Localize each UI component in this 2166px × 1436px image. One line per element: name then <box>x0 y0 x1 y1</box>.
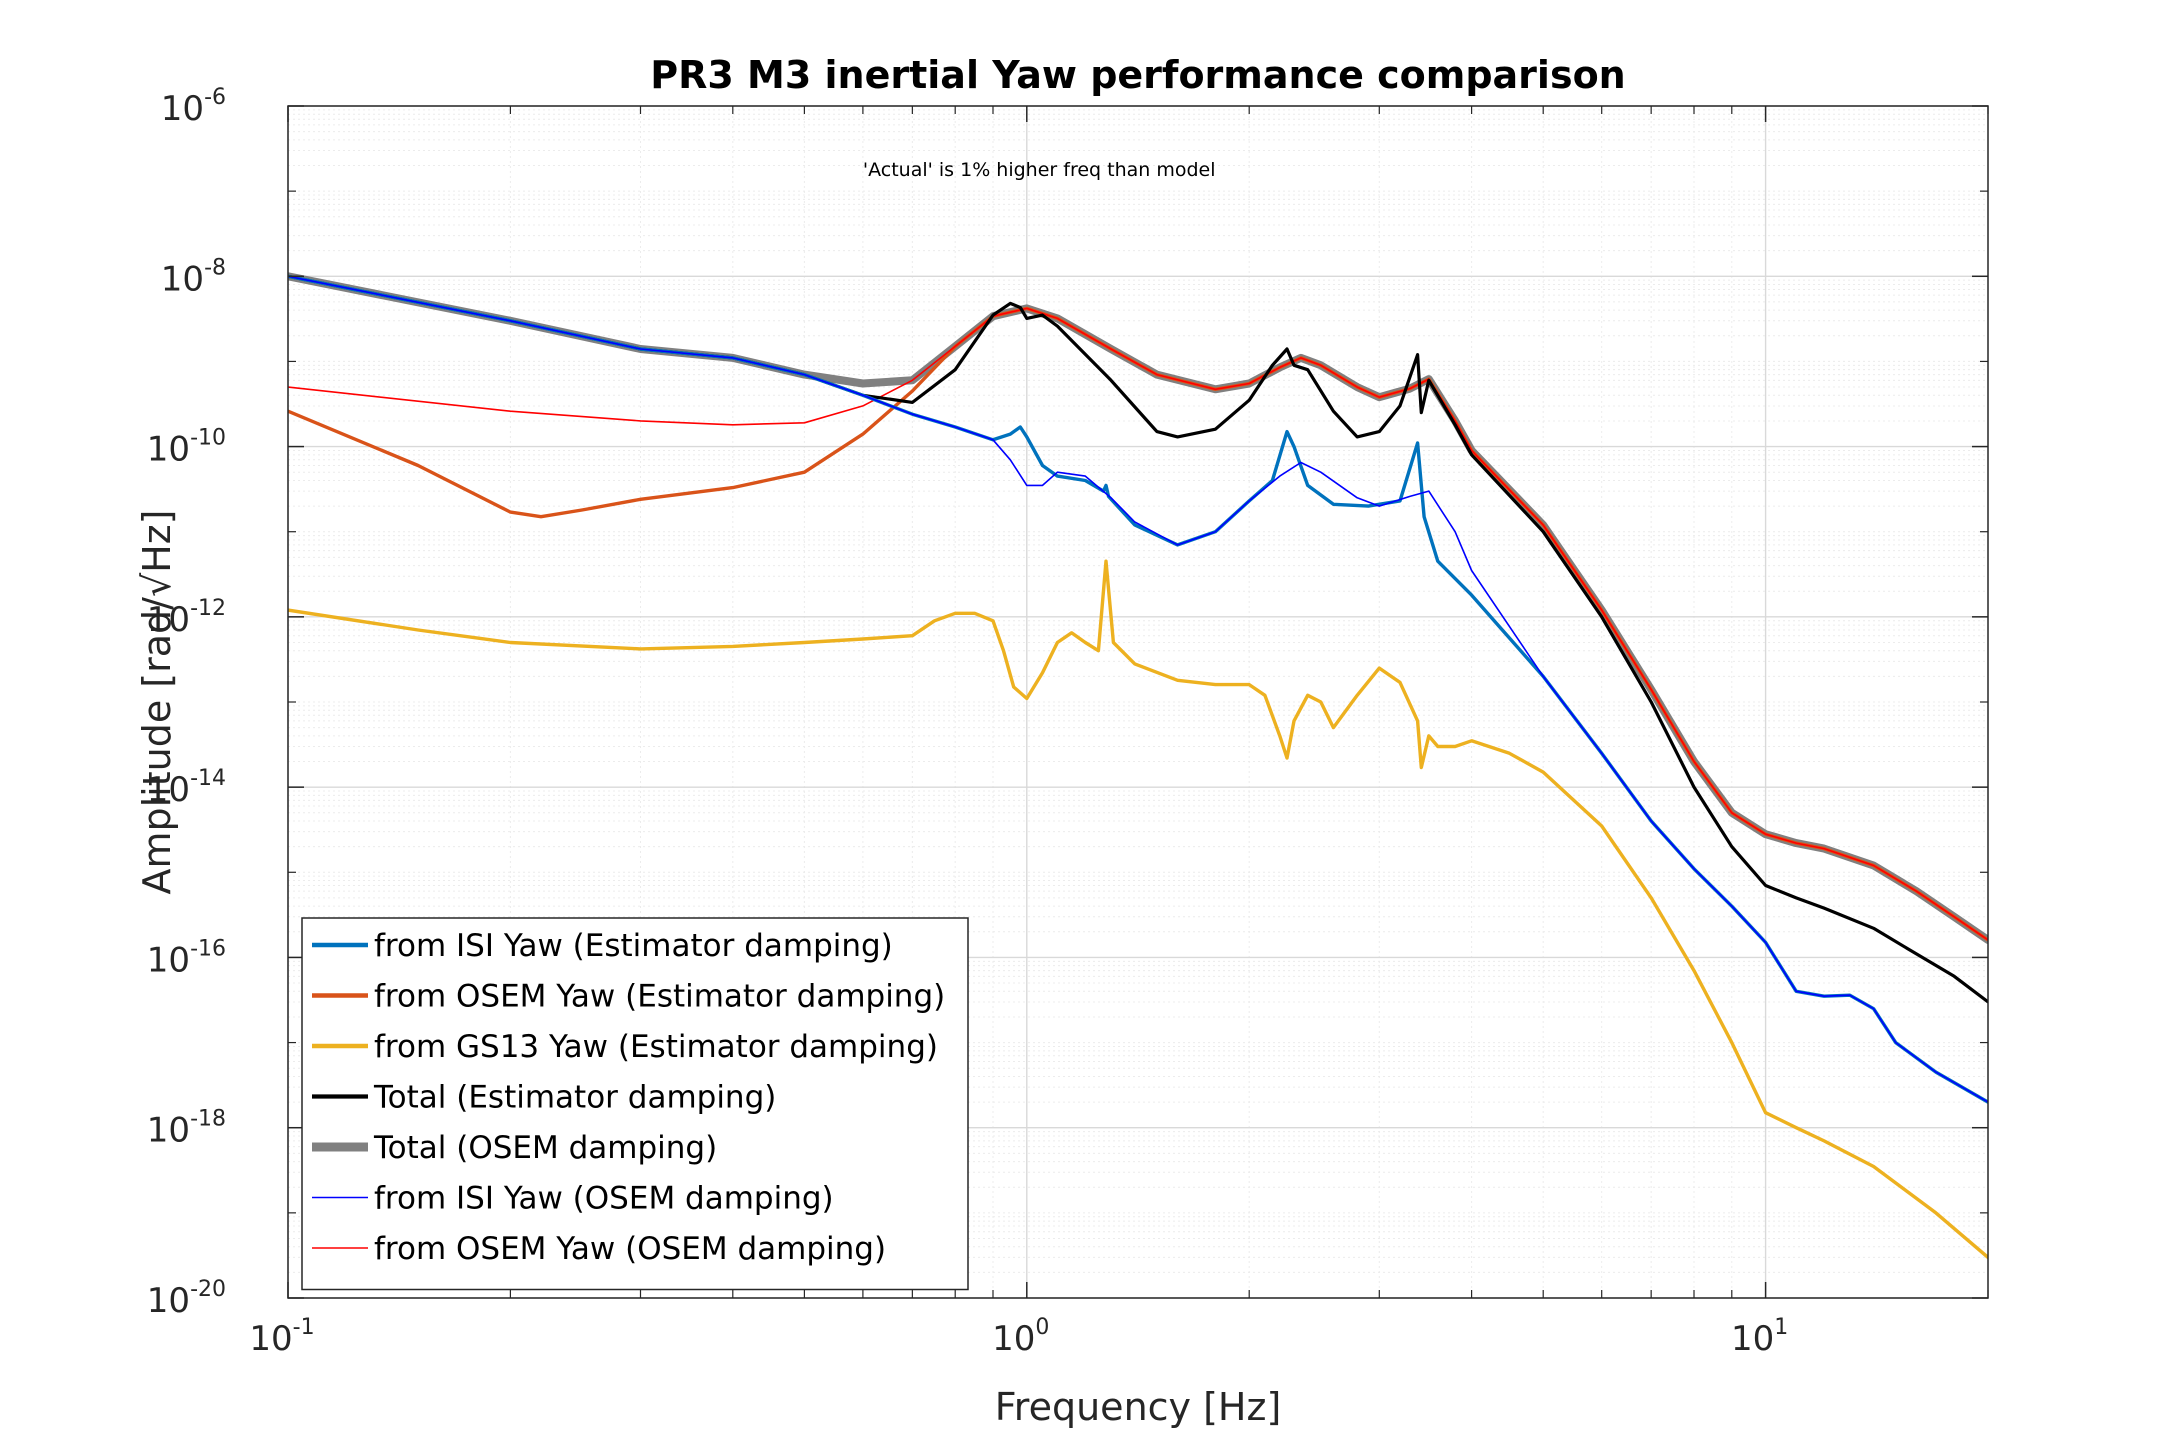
series-line-3 <box>288 274 1988 1004</box>
series-line-6 <box>288 307 1988 941</box>
annotation-text: 'Actual' is 1% higher freq than model <box>863 159 1216 181</box>
y-tick-label: 10-6 <box>161 85 226 129</box>
x-tick-label: 10-1 <box>249 1315 314 1359</box>
ticks-layer: 10-1 100 101 10-6 10-8 10-10 10-12 10-14 10-16 10… <box>147 85 1989 1359</box>
legend-entry: Total (Estimator damping) <box>373 1080 776 1116</box>
x-tick-label: 101 <box>1731 1315 1788 1359</box>
series-line-5 <box>288 275 1988 1103</box>
series-layer <box>288 272 1988 1260</box>
y-tick-label: 10-10 <box>147 426 226 470</box>
legend-entry: from ISI Yaw (Estimator damping) <box>374 928 893 964</box>
legend-entry: from ISI Yaw (OSEM damping) <box>374 1181 834 1217</box>
chart-title: PR3 M3 inertial Yaw performance comparis… <box>650 53 1625 97</box>
legend-entry: Total (OSEM damping) <box>373 1130 717 1166</box>
series-line-2 <box>288 559 1988 1260</box>
y-tick-label: 10-20 <box>147 1277 226 1321</box>
y-tick-label: 10-12 <box>147 596 226 640</box>
legend-entry: from OSEM Yaw (OSEM damping) <box>374 1231 886 1267</box>
y-tick-label: 10-14 <box>147 766 226 810</box>
legend-entry: from GS13 Yaw (Estimator damping) <box>374 1029 938 1065</box>
legend-box <box>301 917 969 1291</box>
x-axis-label: Frequency [Hz] <box>995 1385 1282 1429</box>
y-axis-label: Amplitude [rad/√Hz] <box>135 509 179 894</box>
x-tick-label: 100 <box>992 1315 1049 1359</box>
y-tick-label: 10-18 <box>147 1107 226 1151</box>
legend-entry: from OSEM Yaw (Estimator damping) <box>374 979 945 1015</box>
y-tick-label: 10-8 <box>161 255 226 299</box>
legend: from ISI Yaw (Estimator damping) from OSE… <box>301 917 969 1291</box>
y-tick-label: 10-16 <box>147 936 226 980</box>
